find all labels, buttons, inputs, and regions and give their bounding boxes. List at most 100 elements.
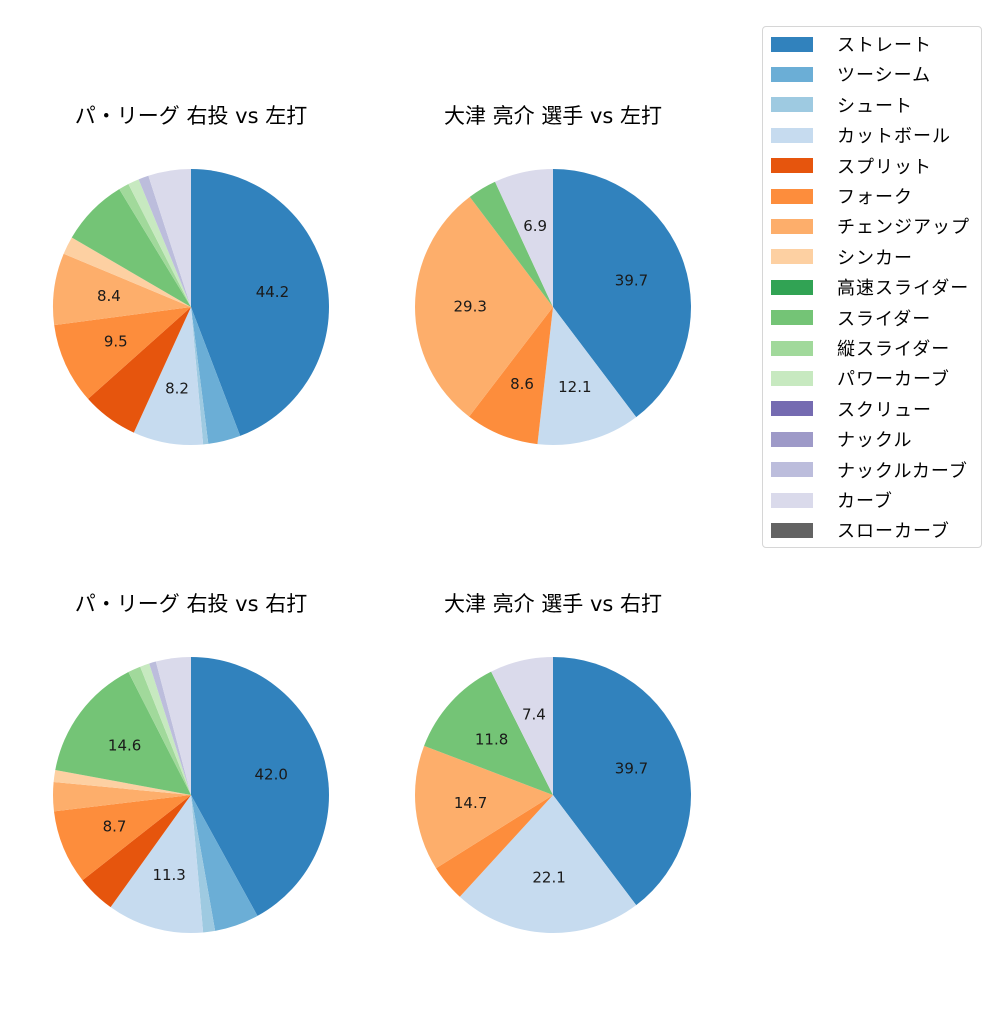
legend-swatch bbox=[771, 127, 813, 143]
legend-label: スライダー bbox=[837, 308, 932, 330]
pie-slice bbox=[110, 795, 204, 933]
pie-slice bbox=[149, 661, 191, 795]
legend-item: スライダー bbox=[771, 307, 932, 330]
slice-value-label: 6.9 bbox=[523, 217, 547, 235]
slice-value-label: 11.8 bbox=[475, 730, 508, 748]
slice-value-label: 14.6 bbox=[108, 736, 141, 754]
legend-swatch bbox=[771, 36, 813, 52]
pie-slice bbox=[53, 769, 191, 795]
legend-swatch bbox=[771, 218, 813, 234]
pie-slice bbox=[53, 253, 192, 326]
pie-chart: 39.7 22.1 14.7 11.8 7.4 bbox=[415, 657, 691, 933]
legend-swatch bbox=[771, 279, 813, 295]
legend-swatch bbox=[771, 249, 813, 265]
legend-label: ツーシーム bbox=[837, 65, 932, 87]
legend-item: チェンジアップ bbox=[771, 215, 970, 238]
legend-item: フォーク bbox=[771, 185, 913, 208]
pie-slice bbox=[469, 181, 553, 307]
pie-panel-league-vs-right: パ・リーグ 右投 vs 右打 42.0 11.3 8.7 14.6 bbox=[21, 588, 361, 1028]
pie-slice bbox=[495, 169, 553, 307]
legend-item: カーブ bbox=[771, 489, 893, 512]
pie-slice bbox=[537, 307, 637, 445]
pie-panel-otsu-vs-left: 大津 亮介 選手 vs 左打 39.7 12.1 8.6 29.3 6.9 bbox=[383, 100, 723, 540]
legend-swatch bbox=[771, 492, 813, 508]
pie-slice bbox=[415, 745, 553, 869]
pie-slice bbox=[52, 782, 191, 812]
legend-swatch bbox=[771, 340, 813, 356]
legend-item: ナックルカーブ bbox=[771, 459, 968, 482]
pie-slice bbox=[71, 189, 191, 307]
legend-item: シンカー bbox=[771, 246, 913, 269]
pie-panel-otsu-vs-right: 大津 亮介 選手 vs 右打 39.7 22.1 14.7 11.8 7.4 bbox=[383, 588, 723, 1028]
chart-title: 大津 亮介 選手 vs 左打 bbox=[443, 104, 663, 128]
pie-slice bbox=[88, 307, 191, 433]
pie-slice bbox=[191, 795, 216, 933]
slice-value-label: 44.2 bbox=[256, 283, 289, 301]
legend-item: スローカーブ bbox=[771, 519, 950, 543]
pie-slice bbox=[553, 657, 691, 906]
slice-value-label: 8.7 bbox=[103, 818, 127, 836]
slice-value-label: 39.7 bbox=[615, 272, 648, 290]
legend-label: フォーク bbox=[837, 187, 913, 208]
pie-slice bbox=[415, 196, 553, 417]
legend-item: パワーカーブ bbox=[771, 367, 950, 391]
slice-value-label: 7.4 bbox=[522, 705, 546, 723]
pie-slice bbox=[128, 666, 191, 795]
pie-slice bbox=[491, 657, 553, 795]
legend-item: スプリット bbox=[771, 155, 932, 178]
pie-slice bbox=[459, 795, 637, 933]
pie-slice bbox=[54, 307, 191, 399]
slice-value-label: 14.7 bbox=[454, 794, 487, 812]
legend-item: スクリュー bbox=[771, 398, 932, 421]
legend-swatch bbox=[771, 462, 813, 478]
legend: ストレートツーシームシュートカットボール スプリットフォークチェンジアップシンカー… bbox=[762, 26, 982, 548]
slice-value-label: 29.3 bbox=[453, 298, 486, 316]
legend-swatch bbox=[771, 158, 813, 174]
pie-slice bbox=[424, 671, 553, 795]
legend-swatch bbox=[771, 66, 813, 82]
legend-swatch bbox=[771, 97, 813, 113]
legend-item: カットボール bbox=[771, 124, 951, 147]
legend-label: ナックルカーブ bbox=[837, 460, 968, 482]
pie-slice bbox=[138, 175, 191, 307]
legend-swatch bbox=[771, 188, 813, 204]
legend-label: スローカーブ bbox=[837, 521, 950, 543]
pie-chart: 39.7 12.1 8.6 29.3 6.9 bbox=[415, 169, 691, 445]
chart-title: 大津 亮介 選手 vs 右打 bbox=[443, 592, 663, 616]
legend-label: ストレート bbox=[837, 35, 932, 56]
slice-value-label: 8.4 bbox=[97, 287, 121, 305]
legend-label: シンカー bbox=[837, 247, 913, 269]
pie-slice bbox=[119, 184, 191, 307]
pie-slice bbox=[436, 795, 553, 897]
slice-value-label: 11.3 bbox=[152, 866, 185, 884]
pie-slice bbox=[53, 795, 191, 881]
pie-slice bbox=[82, 795, 191, 908]
slice-value-label: 12.1 bbox=[558, 378, 591, 396]
slice-value-label: 8.2 bbox=[165, 380, 189, 398]
pie-slice bbox=[191, 795, 258, 931]
legend-item: ナックル bbox=[771, 428, 912, 451]
slice-value-label: 42.0 bbox=[254, 765, 287, 783]
chart-title: パ・リーグ 右投 vs 右打 bbox=[74, 592, 308, 616]
pie-slice bbox=[63, 237, 192, 307]
legend-swatch bbox=[771, 522, 813, 538]
legend-item: 高速スライダー bbox=[771, 276, 969, 299]
legend-item: シュート bbox=[771, 94, 913, 117]
pie-slice bbox=[191, 169, 330, 436]
legend-item: 縦スライダー bbox=[771, 337, 950, 360]
pie-slice bbox=[133, 307, 204, 445]
pie-slice bbox=[191, 307, 241, 444]
legend-label: シュート bbox=[837, 95, 913, 117]
legend-swatch bbox=[771, 370, 813, 386]
pie-slice bbox=[553, 169, 691, 418]
pie-slice bbox=[55, 672, 191, 795]
legend-label: パワーカーブ bbox=[837, 369, 950, 391]
pie-slice bbox=[128, 179, 191, 307]
chart-title: パ・リーグ 右投 vs 左打 bbox=[74, 104, 308, 128]
pie-chart: 42.0 11.3 8.7 14.6 bbox=[52, 657, 330, 933]
pie-slice bbox=[469, 307, 553, 445]
pie-panel-league-vs-left: パ・リーグ 右投 vs 左打 44.2 8.2 9.5 8.4 bbox=[21, 100, 361, 540]
legend-label: カーブ bbox=[837, 491, 893, 512]
legend-item: ストレート bbox=[771, 33, 932, 56]
slice-value-label: 9.5 bbox=[104, 333, 128, 351]
